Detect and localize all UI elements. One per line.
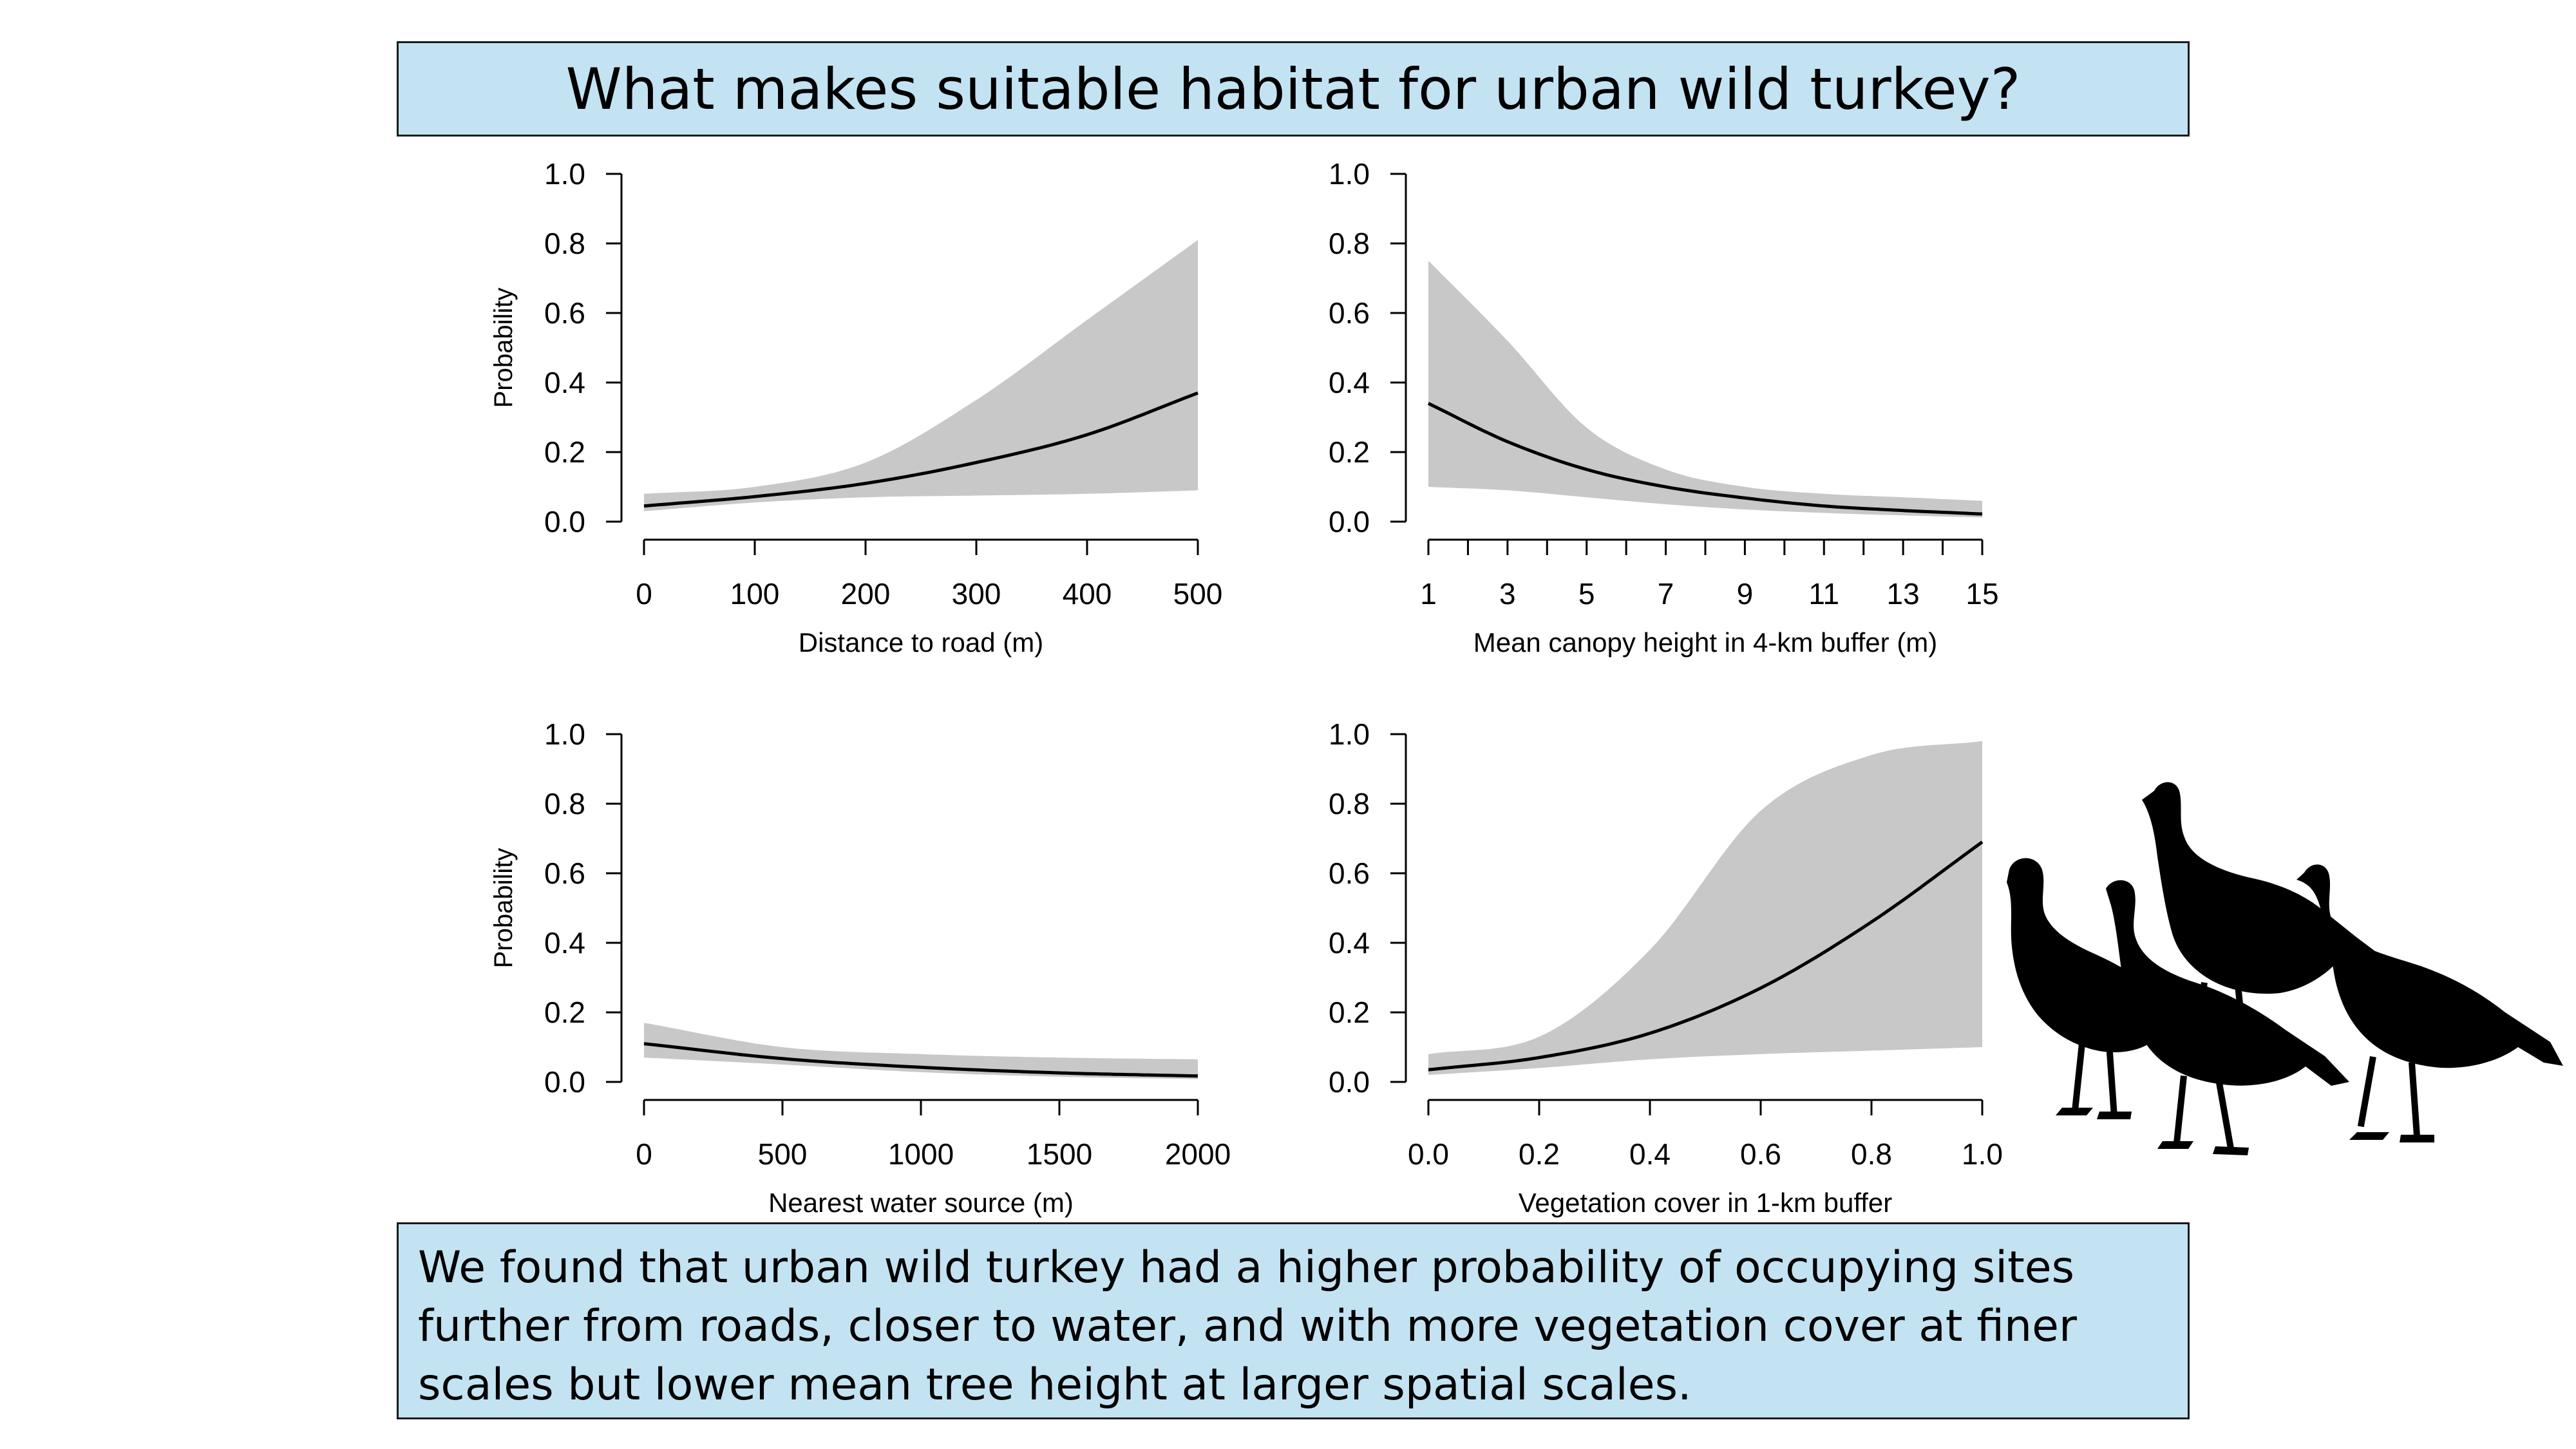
chart-panel-3: 0.0 0.2 0.4 0.6 0.8 1.0 0 500 1000 1500 2000 Neares…	[489, 717, 1231, 1218]
x-tick-label: 1500	[1027, 1137, 1092, 1171]
y-tick-label: 0.4	[1329, 926, 1370, 960]
y-tick-label: 0.6	[1329, 857, 1370, 890]
title-panel: What makes suitable habitat for urban wi…	[397, 41, 2190, 137]
confidence-band	[1428, 741, 1982, 1075]
x-axis-label: Distance to road (m)	[799, 627, 1043, 658]
y-tick-label: 0.2	[1329, 435, 1370, 469]
series-line	[643, 391, 1198, 508]
y-tick-label: 0.2	[544, 435, 585, 469]
x-tick-label: 11	[1808, 577, 1839, 611]
x-tick-label: 500	[758, 1137, 808, 1171]
x-tick-label: 15	[1965, 577, 1998, 611]
page-title: What makes suitable habitat for urban wi…	[565, 55, 2021, 122]
x-tick-label: 3	[1499, 577, 1516, 611]
x-tick-label: 400	[1063, 577, 1112, 611]
series-line	[1428, 840, 1984, 1072]
series-line	[1427, 402, 1983, 516]
x-axis-label: Vegetation cover in 1-km buffer	[1519, 1188, 1893, 1218]
x-tick-label: 0.6	[1740, 1137, 1781, 1171]
turkey-silhouette-icon	[2007, 858, 2163, 1119]
y-tick-label: 1.0	[544, 717, 585, 751]
y-tick-label: 0.4	[544, 366, 585, 399]
summary-text: We found that urban wild turkey had a hi…	[418, 1242, 2077, 1410]
y-tick-label: 0.8	[544, 787, 585, 820]
x-axis-label: Mean canopy height in 4-km buffer (m)	[1473, 627, 1938, 658]
x-axis-label: Nearest water source (m)	[768, 1188, 1074, 1218]
turkey-silhouette-icon	[2106, 880, 2349, 1155]
x-tick-label: 0.8	[1851, 1137, 1892, 1171]
x-tick-label: 1.0	[1962, 1137, 2003, 1171]
x-tick-label: 5	[1578, 577, 1595, 611]
y-tick-label: 0.6	[544, 296, 585, 330]
x-tick-label: 7	[1658, 577, 1674, 611]
y-axis-label: Probability	[489, 848, 518, 969]
confidence-band	[1428, 261, 1982, 518]
y-tick-label: 0.4	[544, 926, 585, 960]
y-tick-label: 1.0	[1329, 157, 1370, 191]
y-tick-label: 0.2	[544, 996, 585, 1029]
x-tick-label: 0	[636, 1137, 652, 1171]
summary-panel: We found that urban wild turkey had a hi…	[397, 1222, 2190, 1419]
confidence-band	[644, 1023, 1198, 1079]
x-tick-label: 2000	[1165, 1137, 1231, 1171]
y-tick-label: 0.0	[1329, 1065, 1370, 1099]
x-tick-label: 0	[636, 577, 652, 611]
y-tick-label: 0.0	[544, 505, 585, 538]
x-tick-label: 200	[841, 577, 891, 611]
x-tick-label: 300	[952, 577, 1001, 611]
x-tick-label: 1000	[888, 1137, 954, 1171]
x-tick-label: 0.4	[1629, 1137, 1671, 1171]
x-tick-label: 100	[730, 577, 780, 611]
x-tick-label: 1	[1420, 577, 1437, 611]
y-tick-label: 0.2	[1329, 996, 1370, 1029]
confidence-band	[644, 240, 1198, 511]
x-tick-label: 0.2	[1519, 1137, 1560, 1171]
x-tick-label: 9	[1737, 577, 1754, 611]
x-tick-label: 13	[1887, 577, 1920, 611]
y-tick-label: 0.6	[1329, 296, 1370, 330]
chart-panel-1: 0.0 0.2 0.4 0.6 0.8 1.0 0 100 200 300 400 500 Distan…	[489, 157, 1222, 658]
x-tick-label: 500	[1173, 577, 1223, 611]
y-tick-label: 0.8	[1329, 227, 1370, 260]
y-tick-label: 0.0	[544, 1065, 585, 1099]
y-axis-label: Probability	[489, 288, 518, 408]
y-tick-label: 0.8	[544, 227, 585, 260]
y-tick-label: 0.8	[1329, 787, 1370, 820]
y-tick-label: 0.0	[1329, 505, 1370, 538]
y-tick-label: 0.4	[1329, 366, 1370, 399]
y-tick-label: 1.0	[544, 157, 585, 191]
turkey-silhouette-group	[2007, 782, 2563, 1155]
y-tick-label: 1.0	[1329, 717, 1370, 751]
y-tick-label: 0.6	[544, 857, 585, 890]
series-line	[643, 1042, 1198, 1078]
chart-panel-4: 0.0 0.2 0.4 0.6 0.8 1.0 0.0 0.2 0.4 0.6 0.8 1.0 Vege…	[1329, 717, 2003, 1218]
x-tick-label: 0.0	[1408, 1137, 1449, 1171]
turkey-silhouette-icon	[2297, 864, 2563, 1142]
